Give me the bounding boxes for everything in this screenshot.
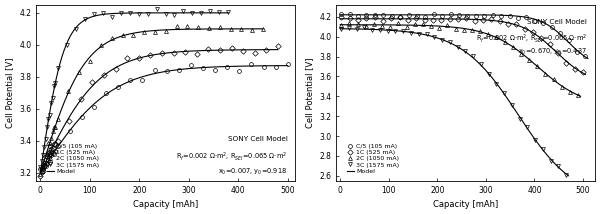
- Text: SONY Cell Model: SONY Cell Model: [527, 19, 587, 25]
- Text: SONY Cell Model: SONY Cell Model: [227, 136, 287, 142]
- Text: x$_0$=0.007, y$_0$=0.918: x$_0$=0.007, y$_0$=0.918: [218, 167, 287, 177]
- X-axis label: Capacity [mAh]: Capacity [mAh]: [433, 200, 499, 209]
- Text: R$_f$=0.002 Ω·m$^2$, R$_{SEI}$=0.065 Ω·m$^2$: R$_f$=0.002 Ω·m$^2$, R$_{SEI}$=0.065 Ω·m…: [176, 151, 287, 163]
- Y-axis label: Cell Potential [V]: Cell Potential [V]: [305, 58, 314, 128]
- Text: x$_0$=0.670, y$_0$=0.437: x$_0$=0.670, y$_0$=0.437: [518, 47, 587, 57]
- X-axis label: Capacity [mAh]: Capacity [mAh]: [133, 200, 199, 209]
- Legend: C/5 (105 mA), 1C (525 mA), 2C (1050 mA), 3C (1575 mA), Model: C/5 (105 mA), 1C (525 mA), 2C (1050 mA),…: [45, 141, 101, 176]
- Y-axis label: Cell Potential [V]: Cell Potential [V]: [5, 58, 14, 128]
- Text: R$_f$=0.002 Ω·m$^2$, R$_{SEI}$=0.065 Ω·m$^2$: R$_f$=0.002 Ω·m$^2$, R$_{SEI}$=0.065 Ω·m…: [476, 33, 587, 46]
- Legend: C/5 (105 mA), 1C (525 mA), 2C (1050 mA), 3C (1575 mA), Model: C/5 (105 mA), 1C (525 mA), 2C (1050 mA),…: [344, 141, 401, 176]
